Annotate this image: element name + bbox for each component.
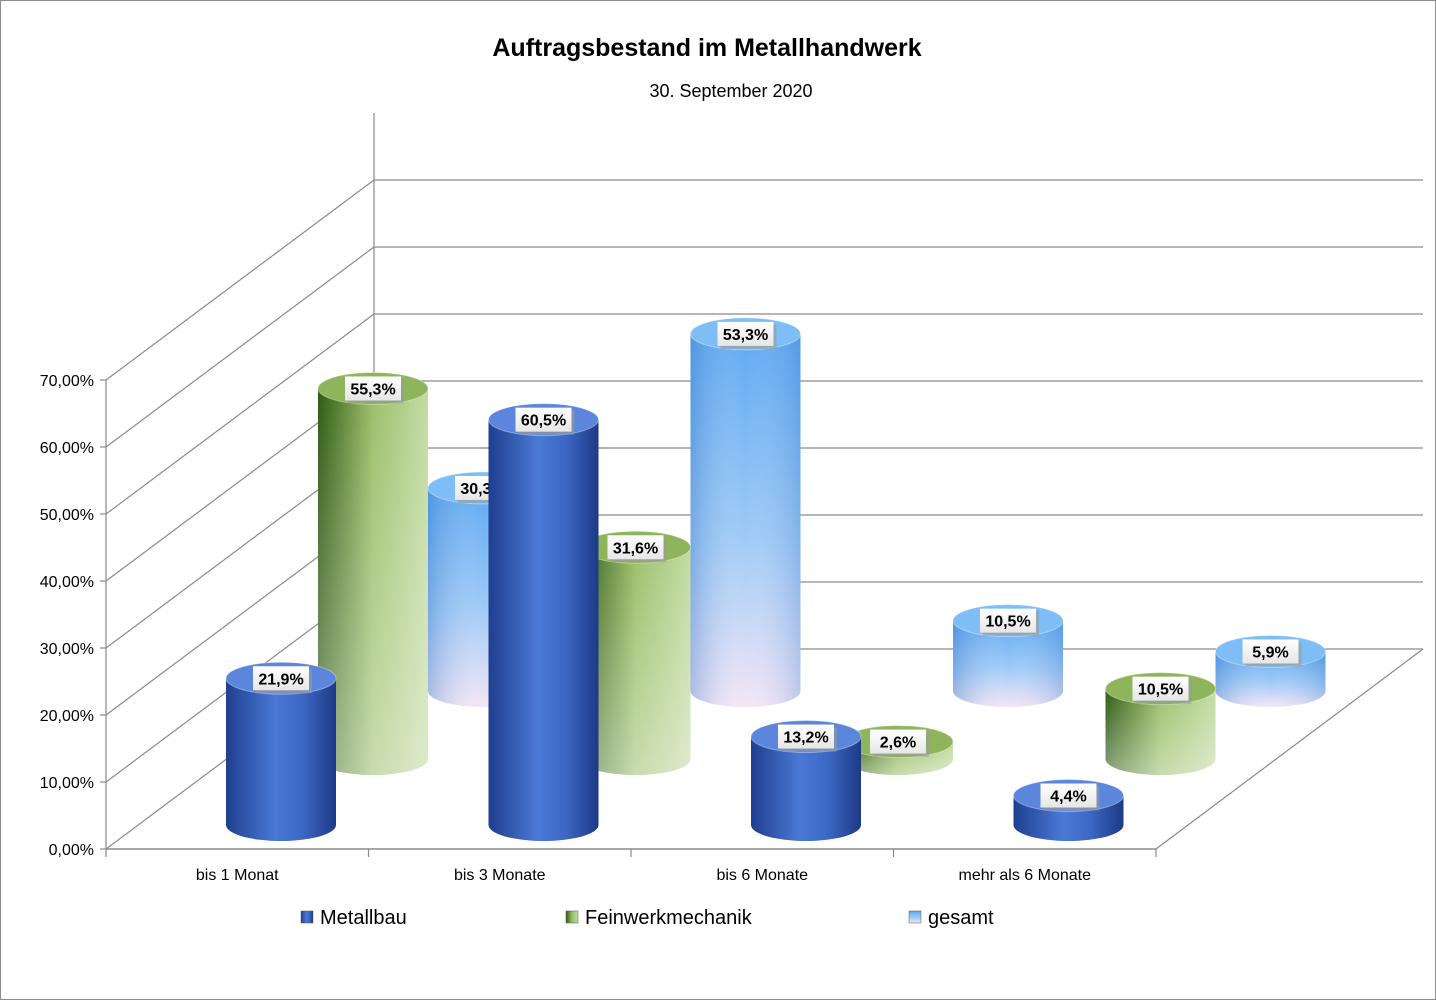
data-label-box: [1132, 676, 1189, 701]
data-label: 2,6%: [870, 729, 929, 757]
data-label-text: 2,6%: [880, 735, 916, 752]
y-tick-label: 60,00%: [40, 440, 94, 457]
legend-item-feinwerkmechanik: Feinwerkmechanik: [565, 907, 753, 929]
bar-metallbau-1: 60,5%: [488, 403, 599, 841]
data-label: 60,5%: [515, 407, 575, 435]
side-gridline: [105, 313, 375, 515]
data-label-text: 31,6%: [613, 540, 658, 557]
chart-title: Auftragsbestand im Metallhandwerk: [492, 34, 921, 62]
bar-gesamt-2: 10,5%: [952, 604, 1064, 707]
y-tick-label: 50,00%: [40, 507, 94, 524]
x-tick-label: bis 6 Monate: [716, 867, 808, 884]
legend-label: Metallbau: [320, 907, 407, 929]
data-label: 10,5%: [980, 608, 1039, 636]
x-tick-label: bis 3 Monate: [454, 867, 546, 884]
data-label-text: 55,3%: [350, 381, 395, 398]
y-tick-label: 40,00%: [40, 574, 94, 591]
data-label-text: 4,4%: [1050, 789, 1086, 806]
side-gridline: [105, 179, 375, 381]
data-label-box: [717, 321, 774, 346]
data-label-text: 21,9%: [258, 671, 303, 688]
data-label-box: [253, 666, 309, 691]
bar-metallbau-3: 4,4%: [1013, 779, 1124, 841]
y-tick-label: 30,00%: [40, 641, 94, 658]
y-tick-label: 10,00%: [40, 775, 94, 792]
side-gridline: [105, 246, 375, 448]
bar-body: [488, 419, 599, 841]
legend-item-gesamt: gesamt: [908, 907, 994, 929]
data-label-box: [1040, 783, 1097, 808]
y-tick-label: 0,00%: [49, 842, 94, 859]
data-label-text: 13,2%: [783, 730, 828, 747]
legend-swatch: [565, 910, 579, 924]
data-label-box: [345, 376, 401, 401]
bar-shade: [1105, 688, 1216, 775]
data-label: 55,3%: [345, 376, 404, 404]
data-label: 4,4%: [1040, 783, 1100, 811]
bar-shade: [690, 333, 801, 707]
y-tick-label: 70,00%: [40, 373, 94, 390]
legend-swatch: [300, 910, 314, 924]
data-label-box: [607, 535, 664, 560]
bar-feinwerkmechanik-1: 31,6%: [580, 530, 691, 775]
data-label-box: [870, 729, 926, 754]
x-tick-label: mehr als 6 Monate: [958, 867, 1091, 884]
data-label-box: [778, 724, 834, 749]
legend-label: gesamt: [928, 907, 994, 929]
legend-label: Feinwerkmechanik: [585, 907, 753, 929]
bar-metallbau-2: 13,2%: [750, 720, 862, 841]
data-label: 10,5%: [1132, 676, 1192, 704]
bar-gesamt-1: 53,3%: [690, 317, 801, 707]
data-label-text: 5,9%: [1252, 644, 1288, 661]
legend: Metallbau Feinwerkmechanik gesamt: [300, 907, 994, 929]
data-label-text: 10,5%: [1138, 682, 1183, 699]
bar-metallbau-0: 21,9%: [225, 661, 337, 841]
data-label: 31,6%: [607, 535, 667, 563]
data-label-text: 10,5%: [985, 614, 1030, 631]
legend-swatch: [908, 910, 922, 924]
bar-shade: [953, 620, 1063, 707]
bar-feinwerkmechanik-2: 2,6%: [842, 725, 954, 775]
data-label-text: 53,3%: [723, 327, 768, 344]
data-label-box: [515, 407, 572, 432]
floor-right-edge: [1155, 648, 1424, 850]
data-label-text: 60,5%: [521, 413, 566, 430]
bar-body: [226, 678, 336, 841]
x-tick-label: bis 1 Monat: [196, 867, 279, 884]
bar-shade: [318, 388, 428, 775]
bar-feinwerkmechanik-0: 55,3%: [317, 371, 429, 775]
legend-item-metallbau: Metallbau: [300, 907, 407, 929]
bar-gesamt-3: 5,9%: [1215, 634, 1326, 707]
bar-feinwerkmechanik-3: 10,5%: [1105, 672, 1216, 775]
data-label-box: [980, 608, 1036, 633]
data-label: 53,3%: [717, 321, 777, 349]
data-label: 21,9%: [253, 666, 312, 694]
chart-subtitle: 30. September 2020: [649, 81, 812, 101]
bars: 30,3%53,3%10,5%5,9%55,3%31,6%2,6%10,5%21…: [225, 317, 1326, 841]
data-label: 13,2%: [778, 724, 837, 752]
bar-shade: [580, 547, 691, 775]
data-label-box: [1242, 639, 1299, 664]
y-tick-label: 20,00%: [40, 708, 94, 725]
data-label: 5,9%: [1242, 639, 1302, 667]
bar-body: [751, 736, 861, 841]
